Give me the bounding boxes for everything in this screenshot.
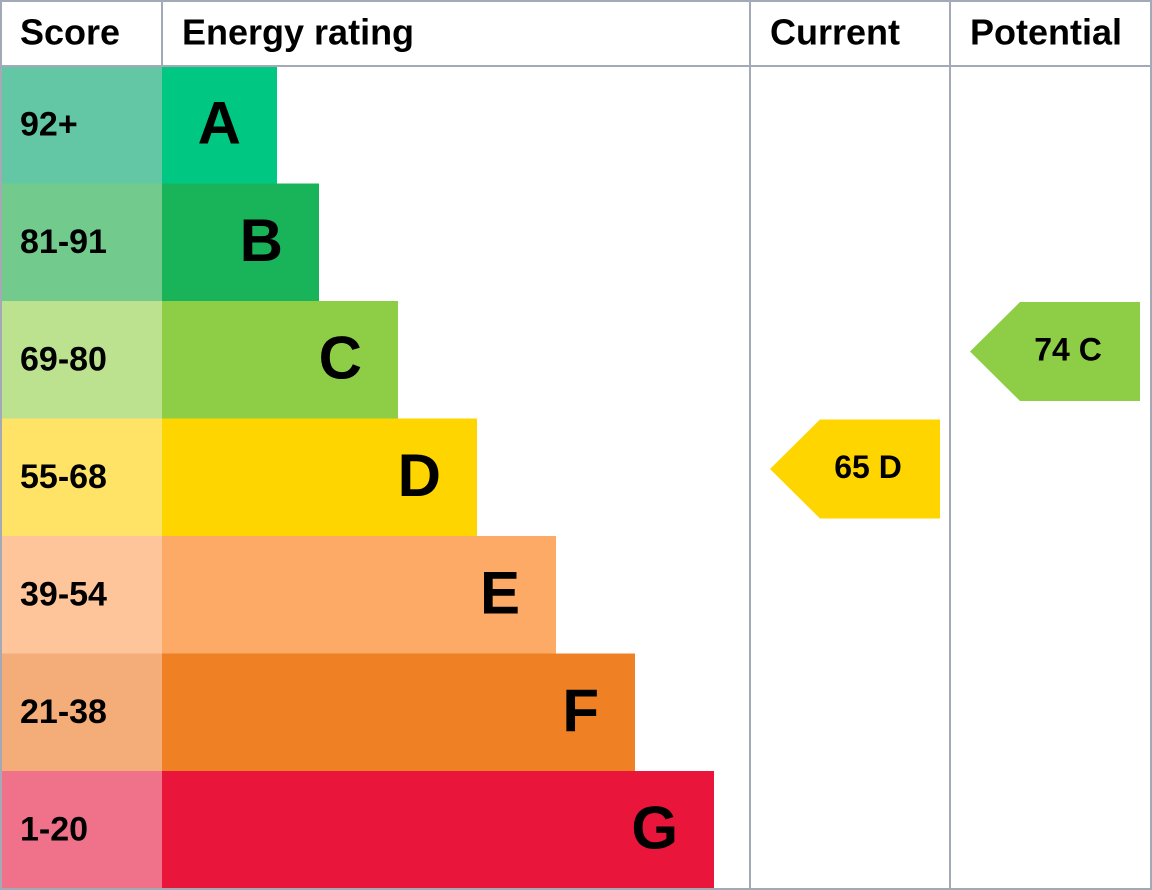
rating-header: Energy rating — [182, 12, 414, 53]
rating-letter: G — [631, 795, 678, 862]
score-range: 1-20 — [20, 811, 88, 849]
score-range: 92+ — [20, 106, 78, 144]
rating-bar — [162, 183, 319, 301]
score-cell — [0, 771, 162, 889]
rating-bar — [162, 536, 556, 654]
current-header: Current — [770, 12, 900, 53]
score-range: 39-54 — [20, 576, 107, 614]
arrow-label: 74 C — [1034, 332, 1102, 368]
score-cell — [0, 653, 162, 771]
rating-bar — [162, 301, 398, 419]
arrow-score: 74 — [1034, 332, 1070, 368]
rating-letter: D — [398, 442, 441, 509]
arrow-rating: C — [1079, 332, 1102, 368]
arrow-rating: D — [879, 449, 902, 485]
rating-bar — [162, 653, 635, 771]
rating-letter: E — [480, 560, 520, 627]
current-arrow: 65 D — [770, 419, 940, 519]
score-cell — [0, 66, 162, 184]
score-range: 21-38 — [20, 693, 107, 731]
arrow-score: 65 — [834, 449, 870, 485]
potential-arrow: 74 C — [970, 302, 1140, 401]
score-cell — [0, 183, 162, 301]
score-cell — [0, 301, 162, 419]
rating-letter: B — [240, 207, 283, 274]
arrow-shape — [770, 419, 940, 519]
arrow-shape — [970, 302, 1140, 401]
score-cell — [0, 536, 162, 654]
rating-letter: F — [562, 677, 599, 744]
arrow-label: 65 D — [834, 449, 902, 485]
rating-letter: A — [198, 90, 241, 157]
score-range: 55-68 — [20, 458, 107, 496]
rating-bar — [162, 418, 477, 536]
potential-header: Potential — [970, 12, 1122, 53]
score-header: Score — [20, 12, 120, 53]
score-cell — [0, 418, 162, 536]
score-range: 69-80 — [20, 341, 107, 379]
rating-bar — [162, 66, 277, 184]
rating-letter: C — [319, 325, 362, 392]
rating-bar — [162, 771, 714, 889]
score-range: 81-91 — [20, 223, 107, 261]
